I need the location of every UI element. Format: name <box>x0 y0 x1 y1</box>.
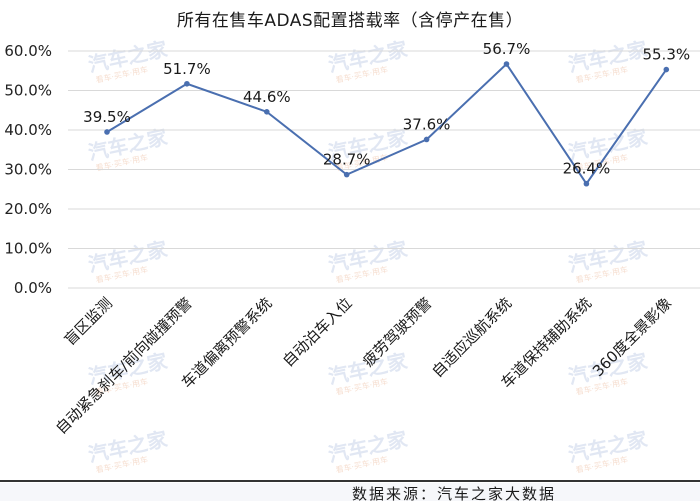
data-point-marker <box>503 61 510 67</box>
data-point-marker <box>264 109 270 115</box>
data-label: 55.3% <box>642 46 690 64</box>
y-tick-label: 10.0% <box>4 240 52 258</box>
data-point-marker <box>343 171 350 178</box>
data-label: 56.7% <box>483 40 531 58</box>
y-tick-label: 40.0% <box>4 121 52 139</box>
y-tick-label: 0.0% <box>14 279 52 297</box>
x-category-label: 盲区监测 <box>61 294 116 349</box>
chart-title: 所有在售车ADAS配置搭载率（含停产在售） <box>176 11 524 31</box>
x-category-label: 自动紧急刹车/前向碰撞预警 <box>52 294 196 438</box>
y-tick-label: 60.0% <box>4 42 52 60</box>
footer-divider <box>0 480 700 482</box>
data-label: 37.6% <box>403 115 451 133</box>
data-point-marker <box>423 136 430 143</box>
y-tick-label: 20.0% <box>4 200 52 218</box>
data-label: 26.4% <box>563 160 611 178</box>
footer-bar <box>0 483 700 501</box>
y-tick-label: 50.0% <box>4 82 52 100</box>
data-point-marker <box>663 66 670 73</box>
y-tick-label: 30.0% <box>4 161 52 179</box>
x-category-label: 自动泊车入位 <box>279 294 355 370</box>
data-label: 28.7% <box>323 151 371 169</box>
data-label: 39.5% <box>83 108 131 126</box>
series-line <box>106 62 668 186</box>
data-label: 44.6% <box>243 88 291 106</box>
gridlines <box>68 50 700 289</box>
data-series <box>104 61 670 187</box>
y-axis-ticks: 0.0% 10.0% 20.0% 30.0% 40.0% 50.0% 60.0% <box>4 42 52 297</box>
data-source-note: 数据来源：汽车之家大数据 <box>352 485 557 503</box>
data-point-marker <box>184 80 190 87</box>
data-point-marker <box>583 180 590 187</box>
data-point-marker <box>104 129 110 135</box>
data-labels: 39.5% 51.7% 44.6% 28.7% 37.6% 56.7% 26.4% 55.3% <box>83 40 690 178</box>
x-category-label: 自适应巡航系统 <box>428 294 515 381</box>
data-label: 51.7% <box>163 60 211 78</box>
